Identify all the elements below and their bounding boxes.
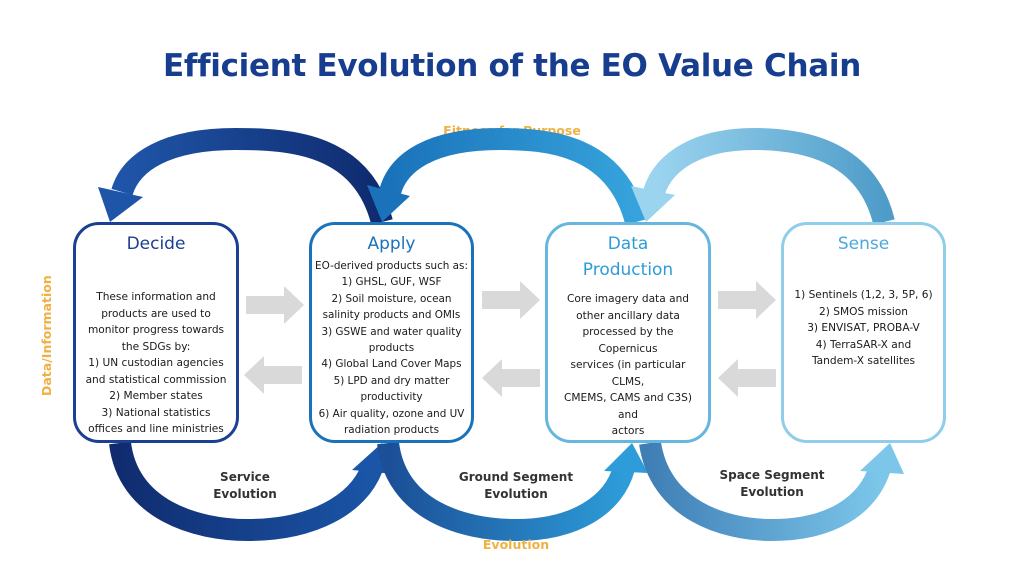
- text-line: salinity products and OMIs: [322, 309, 461, 322]
- text-line: 3) ENVISAT, PROBA-V: [807, 322, 920, 334]
- text-line: services (in particular CLMS,: [570, 359, 686, 388]
- arc-apply-to-decide: [98, 127, 393, 226]
- card-title: Apply: [312, 231, 471, 257]
- arc-space-segment-evolution: [639, 440, 904, 542]
- text-line: actors: [611, 425, 645, 437]
- text-line: 4) TerraSAR-X and: [815, 338, 912, 351]
- data-information-label: Data/Information: [39, 275, 54, 396]
- arc-ground-segment-evolution: [377, 441, 648, 542]
- text-line: 2) Member states: [109, 390, 203, 402]
- text-line: Space Segment: [719, 468, 825, 482]
- data-production-card: Data Production Core imagery data and othe…: [545, 222, 711, 443]
- card-body: EO-derived products such as: 1) GHSL, GUF…: [312, 258, 471, 438]
- service-evolution-label: Service Evolution: [200, 469, 290, 503]
- evolution-label: Evolution: [482, 537, 550, 552]
- text-line: Tandem-X satellites: [811, 355, 916, 367]
- gray-arrow-apply-to-data: [482, 281, 540, 319]
- text-line: Evolution: [484, 487, 548, 501]
- text-line: radiation products: [343, 424, 440, 437]
- text-line: and statistical commission: [85, 373, 227, 386]
- text-line: Service: [220, 470, 270, 484]
- text-line: monitor progress towards: [87, 324, 225, 336]
- arc-sense-to-data: [631, 127, 895, 226]
- text-line: Decide: [126, 234, 186, 254]
- diagram-title: Efficient Evolution of the EO Value Chai…: [163, 48, 861, 84]
- text-line: offices and line ministries: [88, 423, 224, 435]
- text-line: 1) GHSL, GUF, WSF: [341, 276, 442, 289]
- text-line: EO-derived products such as:: [315, 260, 468, 272]
- text-line: 2) SMOS mission: [819, 305, 908, 318]
- text-line: products are used to: [101, 307, 211, 320]
- apply-card: Apply EO-derived products such as: 1) GHS…: [309, 222, 474, 443]
- text-line: Evolution: [740, 485, 804, 499]
- decide-card: Decide These information and products are…: [73, 222, 239, 443]
- card-title: Decide: [76, 231, 236, 257]
- text-line: 3) National statistics: [101, 406, 211, 419]
- card-title: Sense: [784, 231, 943, 257]
- text-line: 3) GSWE and water quality: [321, 325, 462, 338]
- text-line: These information and: [96, 291, 216, 303]
- text-line: Evolution: [213, 487, 277, 501]
- text-line: Ground Segment: [458, 470, 574, 484]
- text-line: other ancillary data: [576, 309, 680, 322]
- text-line: products: [368, 342, 415, 355]
- text-line: Core imagery data and: [566, 293, 690, 305]
- text-line: CMEMS, CAMS and C3S) and: [564, 392, 692, 421]
- arc-data-to-apply: [367, 127, 647, 226]
- text-line: 4) Global Land Cover Maps: [321, 358, 462, 371]
- ground-segment-evolution-label: Ground Segment Evolution: [456, 469, 576, 503]
- text-line: Data: [607, 234, 649, 254]
- text-line: Apply: [367, 234, 416, 254]
- gray-arrow-data-to-sense: [718, 281, 776, 319]
- gray-arrow-decide-to-apply: [246, 286, 304, 324]
- text-line: the SDGs by:: [121, 340, 191, 353]
- space-segment-evolution-label: Space Segment Evolution: [712, 467, 832, 501]
- sense-card: Sense 1) Sentinels (1,2, 3, 5P, 6) 2) SMO…: [781, 222, 946, 443]
- text-line: 2) Soil moisture, ocean: [331, 292, 452, 305]
- text-line: Production: [582, 260, 674, 280]
- text-line: 5) LPD and dry matter: [333, 374, 450, 387]
- card-body: 1) Sentinels (1,2, 3, 5P, 6) 2) SMOS miss…: [784, 287, 943, 370]
- gray-arrow-apply-to-decide: [244, 356, 302, 394]
- gray-arrow-sense-to-data: [718, 359, 776, 397]
- gray-arrow-data-to-apply: [482, 359, 540, 397]
- card-body: Core imagery data and other ancillary dat…: [548, 291, 708, 440]
- text-line: productivity: [360, 391, 423, 404]
- text-line: Sense: [837, 234, 890, 254]
- text-line: processed by the Copernicus: [582, 326, 674, 355]
- text-line: 6) Air quality, ozone and UV: [318, 407, 465, 420]
- card-body: These information and products are used t…: [76, 289, 236, 438]
- text-line: 1) Sentinels (1,2, 3, 5P, 6): [794, 289, 933, 301]
- text-line: 1) UN custodian agencies: [88, 357, 224, 369]
- card-title: Data Production: [548, 231, 708, 283]
